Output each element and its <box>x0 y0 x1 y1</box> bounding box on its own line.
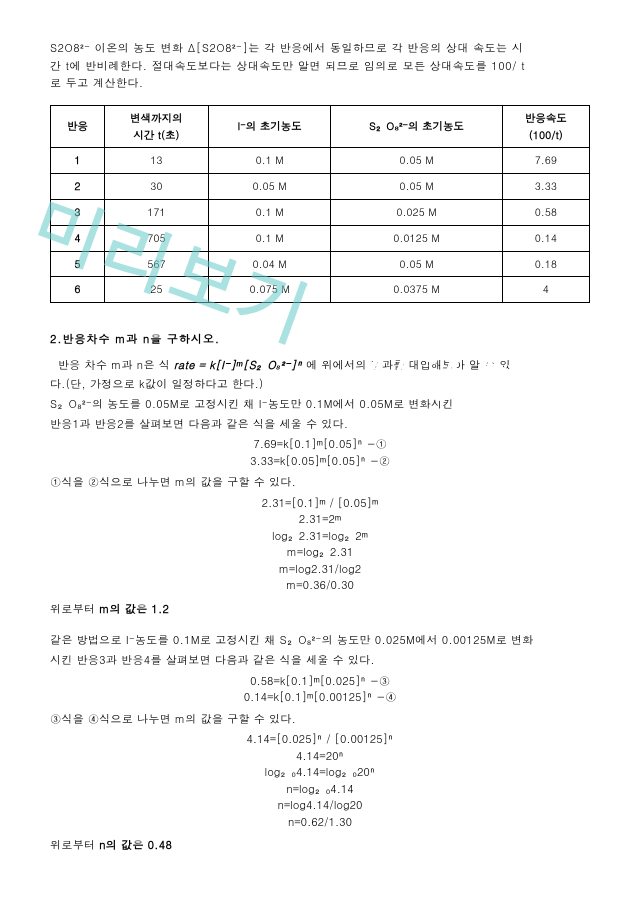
result-n: 위로부터 n의 값은 0.48 <box>50 837 590 855</box>
eq-line: log₂₀4.14=log₂₀20ⁿ <box>50 765 590 782</box>
table-cell: 0.18 <box>502 251 589 277</box>
table-cell: 4 <box>51 225 105 251</box>
table-cell: 3.33 <box>502 174 589 200</box>
col-rate: 반응속도 (100/t) <box>502 105 589 148</box>
eq-line: 4.14=[0.025]ⁿ / [0.00125]ⁿ <box>50 732 590 749</box>
table-body: 1130.1 M0.05 M7.692300.05 M0.05 M3.33317… <box>51 148 590 303</box>
section2-p5: ①식을 ②식으로 나누면 m의 값을 구할 수 있다. <box>50 474 590 492</box>
table-cell: 705 <box>104 225 208 251</box>
table-cell: 0.1 M <box>208 199 331 225</box>
table-cell: 2 <box>51 174 105 200</box>
eq-line: n=log₂₀4.14 <box>50 782 590 799</box>
table-cell: 7.69 <box>502 148 589 174</box>
rate-equation: rate = k[I⁻]ᵐ[S₂O₈²⁻]ⁿ <box>174 358 302 373</box>
col-time: 변색까지의 시간 t(초) <box>104 105 208 148</box>
table-cell: 0.58 <box>502 199 589 225</box>
equations-n2: 4.14=[0.025]ⁿ / [0.00125]ⁿ 4.14=20ⁿ log₂… <box>50 732 590 831</box>
eq-line: 2.31=[0.1]ᵐ / [0.05]ᵐ <box>50 496 590 513</box>
table-cell: 0.05 M <box>331 148 502 174</box>
intro-line3: 로 두고 계산한다. <box>50 76 143 91</box>
table-row: 6250.075 M0.0375 M4 <box>51 277 590 303</box>
result-m: 위로부터 m의 값은 1.2 <box>50 601 590 619</box>
eq-line: m=log₂2.31 <box>50 545 590 562</box>
section2-p8: ③식을 ④식으로 나누면 m의 값을 구할 수 있다. <box>50 711 590 729</box>
table-cell: 567 <box>104 251 208 277</box>
equations-m1: 7.69=k[0.1]ᵐ[0.05]ⁿ −① 3.33=k[0.05]ᵐ[0.0… <box>50 437 590 470</box>
intro-line2: 간 t에 반비례한다. 절대속도보다는 상대속도만 알면 되므로 임의로 모든 … <box>50 59 525 74</box>
section2-p6: 같은 방법으로 I⁻농도를 0.1M로 고정시킨 채 S₂O₈²⁻의 농도만 0… <box>50 632 590 650</box>
table-row: 1130.1 M0.05 M7.69 <box>51 148 590 174</box>
eq-line: n=0.62/1.30 <box>50 815 590 832</box>
equations-n1: 0.58=k[0.1]ᵐ[0.025]ⁿ −③ 0.14=k[0.1]ᵐ[0.0… <box>50 674 590 707</box>
table-header-row: 반응 변색까지의 시간 t(초) I⁻의 초기농도 S₂O₈²⁻의 초기농도 반… <box>51 105 590 148</box>
reaction-data-table: 반응 변색까지의 시간 t(초) I⁻의 초기농도 S₂O₈²⁻의 초기농도 반… <box>50 105 590 303</box>
table-row: 31710.1 M0.025 M0.58 <box>51 199 590 225</box>
eq-line: 2.31=2ᵐ <box>50 512 590 529</box>
eq-line: 0.58=k[0.1]ᵐ[0.025]ⁿ −③ <box>50 674 590 691</box>
table-cell: 5 <box>51 251 105 277</box>
section2-title: 2.반응차수 m과 n을 구하시오. <box>50 331 590 349</box>
section2-p3: S₂O₈²⁻의 농도를 0.05M로 고정시킨 채 I⁻농도만 0.1M에서 0… <box>50 396 590 414</box>
eq-line: n=log4.14/log20 <box>50 798 590 815</box>
table-cell: 0.04 M <box>208 251 331 277</box>
table-cell: 0.0375 M <box>331 277 502 303</box>
col-s2o8-conc: S₂O₈²⁻의 초기농도 <box>331 105 502 148</box>
table-cell: 0.05 M <box>331 251 502 277</box>
table-cell: 4 <box>502 277 589 303</box>
table-cell: 0.075 M <box>208 277 331 303</box>
equations-m2: 2.31=[0.1]ᵐ / [0.05]ᵐ 2.31=2ᵐ log₂2.31=l… <box>50 496 590 595</box>
intro-line1: S2O8²⁻ 이온의 농도 변화 Δ[S2O8²⁻]는 각 반응에서 동일하므로… <box>50 41 523 56</box>
eq-line: m=0.36/0.30 <box>50 578 590 595</box>
col-i-conc: I⁻의 초기농도 <box>208 105 331 148</box>
table-cell: 6 <box>51 277 105 303</box>
eq-line: 3.33=k[0.05]ᵐ[0.05]ⁿ −② <box>50 454 590 471</box>
table-cell: 1 <box>51 148 105 174</box>
eq-line: m=log2.31/log2 <box>50 562 590 579</box>
table-cell: 0.05 M <box>331 174 502 200</box>
table-cell: 25 <box>104 277 208 303</box>
table-cell: 0.1 M <box>208 148 331 174</box>
col-reaction: 반응 <box>51 105 105 148</box>
section2-p2: 다.(단, 가정으로 k값이 일정하다고 한다.) <box>50 376 590 394</box>
table-cell: 0.05 M <box>208 174 331 200</box>
table-cell: 0.0125 M <box>331 225 502 251</box>
table-cell: 0.025 M <box>331 199 502 225</box>
section2-p4: 반응1과 반응2를 살펴보면 다음과 같은 식을 세울 수 있다. <box>50 416 590 434</box>
eq-line: 0.14=k[0.1]ᵐ[0.00125]ⁿ −④ <box>50 690 590 707</box>
eq-line: log₂2.31=log₂2ᵐ <box>50 529 590 546</box>
eq-line: 4.14=20ⁿ <box>50 749 590 766</box>
table-cell: 0.14 <box>502 225 589 251</box>
table-cell: 13 <box>104 148 208 174</box>
table-row: 2300.05 M0.05 M3.33 <box>51 174 590 200</box>
table-row: 55670.04 M0.05 M0.18 <box>51 251 590 277</box>
table-row: 47050.1 M0.0125 M0.14 <box>51 225 590 251</box>
intro-paragraph: S2O8²⁻ 이온의 농도 변화 Δ[S2O8²⁻]는 각 반응에서 동일하므로… <box>50 40 590 93</box>
table-cell: 3 <box>51 199 105 225</box>
section2-p7: 시킨 반응3과 반응4를 살펴보면 다음과 같은 식을 세울 수 있다. <box>50 652 590 670</box>
section2-p1: 반응 차수 m과 n은 식 rate = k[I⁻]ᵐ[S₂O₈²⁻]ⁿ 에 위… <box>50 357 590 375</box>
eq-line: 7.69=k[0.1]ᵐ[0.05]ⁿ −① <box>50 437 590 454</box>
table-cell: 171 <box>104 199 208 225</box>
table-cell: 30 <box>104 174 208 200</box>
table-cell: 0.1 M <box>208 225 331 251</box>
